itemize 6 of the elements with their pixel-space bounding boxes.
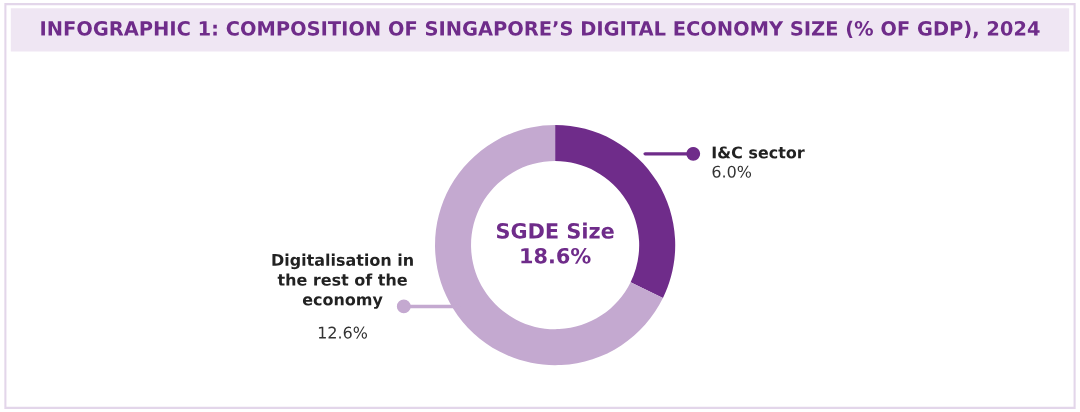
data-label: 12.6%: [318, 326, 368, 339]
data-label: 6.0%: [712, 165, 752, 178]
slice-label: Digitalisation in the rest of the economy: [272, 253, 413, 309]
text: SGDE Size 18.6%: [496, 222, 614, 264]
legend-label: I&C sector: [712, 146, 805, 159]
chart-title: INFOGRAPHIC 1: COMPOSITION OF SINGAPORE’S DIGITAL ECONOMY SIZE (% OF GDP), 2024: [41, 20, 1040, 39]
